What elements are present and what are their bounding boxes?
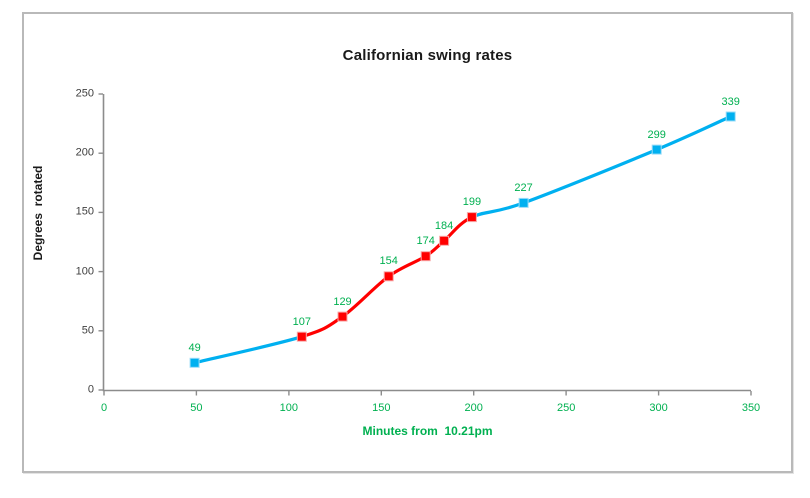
y-tick-label: 250 bbox=[75, 87, 94, 100]
x-tick-label: 0 bbox=[100, 402, 108, 414]
axis-lines bbox=[102, 94, 751, 392]
x-tick-label: 200 bbox=[464, 402, 483, 414]
x-tick-label: 100 bbox=[279, 402, 299, 414]
chart-frame bbox=[22, 12, 793, 473]
x-axis-title: Minutes from 10.21pm bbox=[362, 424, 493, 438]
x-tick-label: 50 bbox=[190, 402, 203, 414]
chart-title: Californian swing rates bbox=[342, 47, 513, 64]
y-tick-label: 200 bbox=[75, 146, 94, 159]
data-point-marker bbox=[466, 212, 477, 223]
y-tick-label: 50 bbox=[81, 324, 94, 337]
series-line-segment-blue bbox=[522, 148, 659, 205]
data-point-label: 339 bbox=[721, 95, 740, 108]
y-axis-title: Degrees rotated bbox=[31, 165, 45, 261]
data-point-label: 107 bbox=[292, 315, 311, 328]
y-tick-label: 150 bbox=[75, 205, 94, 218]
data-point-marker bbox=[296, 331, 307, 342]
data-point-label: 154 bbox=[379, 255, 398, 268]
series-line-segment-blue bbox=[655, 114, 733, 152]
x-tick-label: 350 bbox=[741, 402, 761, 414]
data-point-marker bbox=[383, 271, 394, 282]
data-point-marker bbox=[725, 111, 736, 122]
y-tick-label: 0 bbox=[87, 383, 94, 396]
data-point-label: 299 bbox=[647, 128, 666, 141]
data-point-label: 49 bbox=[188, 341, 201, 354]
y-tick-label: 100 bbox=[75, 265, 94, 278]
data-point-marker bbox=[189, 357, 200, 368]
data-point-label: 129 bbox=[333, 295, 352, 308]
x-tick-label: 300 bbox=[649, 402, 668, 414]
data-point-marker bbox=[337, 311, 348, 322]
data-point-marker bbox=[651, 144, 662, 155]
data-point-label: 227 bbox=[514, 181, 533, 194]
x-tick-label: 250 bbox=[556, 402, 576, 414]
data-point-marker bbox=[518, 197, 529, 208]
data-point-label: 199 bbox=[462, 196, 482, 209]
data-point-label: 174 bbox=[416, 235, 435, 248]
data-point-label: 184 bbox=[434, 219, 454, 232]
series-line-segment-blue bbox=[193, 335, 304, 365]
data-point-marker bbox=[420, 251, 431, 262]
x-tick-label: 150 bbox=[372, 402, 391, 414]
data-point-marker bbox=[439, 235, 450, 246]
